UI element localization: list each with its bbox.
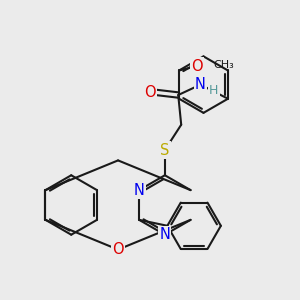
Text: O: O [112, 242, 124, 257]
Text: H: H [209, 84, 219, 97]
Text: N: N [134, 183, 145, 198]
Text: CH₃: CH₃ [213, 59, 234, 70]
Text: O: O [144, 85, 156, 100]
Text: O: O [191, 58, 203, 74]
Text: N: N [195, 77, 206, 92]
Text: N: N [159, 227, 170, 242]
Text: S: S [160, 142, 170, 158]
